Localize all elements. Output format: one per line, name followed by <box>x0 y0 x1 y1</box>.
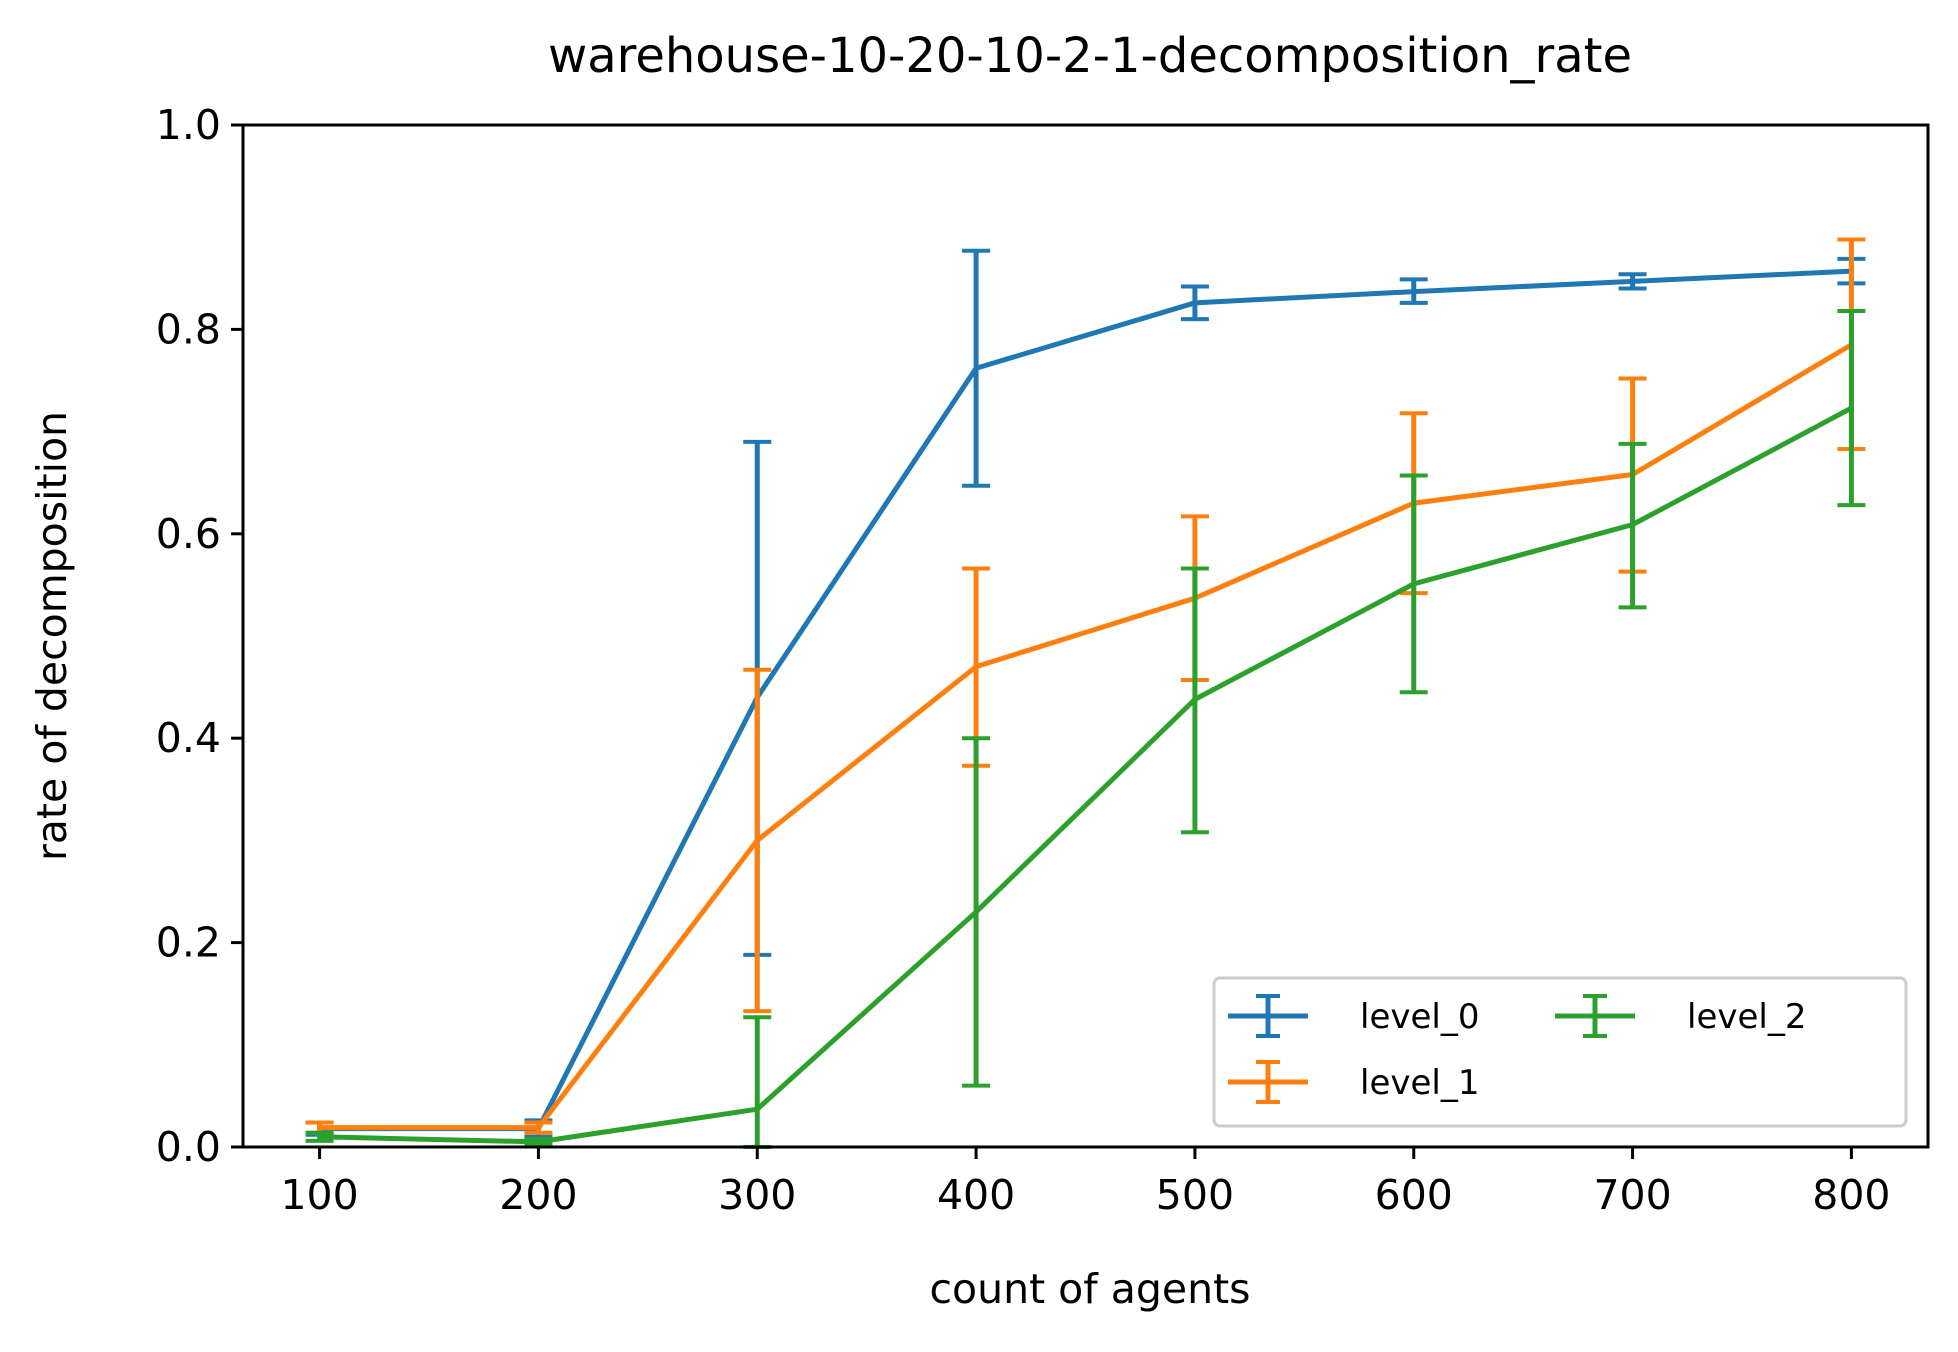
series-line-level_1 <box>319 342 1853 1131</box>
x-tick-label: 100 <box>280 1171 358 1219</box>
data-point-level_2-500 <box>1192 696 1198 702</box>
x-tick-label: 700 <box>1593 1171 1671 1219</box>
y-tick-label: 0.2 <box>156 919 221 967</box>
series-line-level_2 <box>319 405 1853 1145</box>
legend-label-level_1: level_1 <box>1360 1063 1479 1103</box>
legend-box <box>1212 976 1908 1128</box>
data-point-level_0-700 <box>1630 278 1636 284</box>
x-axis-label: count of agents <box>929 1265 1250 1313</box>
y-tick-label: 0.4 <box>156 714 221 762</box>
data-point-level_2-200 <box>535 1139 541 1145</box>
plot-frame <box>241 123 1930 1149</box>
x-tick-label: 200 <box>499 1171 577 1219</box>
legend-label-level_0: level_0 <box>1360 997 1479 1037</box>
x-tick-label: 600 <box>1375 1171 1453 1219</box>
chart-title: warehouse-10-20-10-2-1-decomposition_rat… <box>548 28 1632 84</box>
data-point-level_0-400 <box>973 365 979 371</box>
legend-label-level_2: level_2 <box>1687 997 1806 1037</box>
data-point-level_1-100 <box>317 1125 323 1131</box>
series-level_2 <box>305 309 1866 1149</box>
plot-area <box>305 237 1866 1149</box>
y-tick-label: 0.6 <box>156 510 221 558</box>
data-point-level_2-100 <box>317 1134 323 1140</box>
data-point-level_0-500 <box>1192 300 1198 306</box>
data-point-level_2-600 <box>1411 581 1417 587</box>
data-point-level_2-700 <box>1630 522 1636 528</box>
y-axis-label: rate of decomposition <box>28 411 76 861</box>
data-point-level_1-300 <box>754 837 760 843</box>
y-tick-label: 0.0 <box>156 1123 221 1171</box>
y-tick-label: 1.0 <box>156 101 221 149</box>
x-tick-label: 800 <box>1812 1171 1890 1219</box>
axis-ticks: 100 200 300 400 500 600 700 800 0.0 0.2 0.4 0.6 0.8 1… <box>156 101 1891 1219</box>
data-point-level_1-200 <box>535 1125 541 1131</box>
y-tick-label: 0.8 <box>156 305 221 353</box>
data-point-level_0-600 <box>1411 289 1417 295</box>
data-point-level_2-300 <box>754 1106 760 1112</box>
x-tick-label: 400 <box>937 1171 1015 1219</box>
x-tick-label: 500 <box>1156 1171 1234 1219</box>
data-point-level_2-400 <box>973 909 979 915</box>
data-point-level_1-400 <box>973 664 979 670</box>
legend: level_0 level_1 level_2 <box>1212 976 1908 1128</box>
data-point-level_2-800 <box>1848 405 1854 411</box>
x-tick-label: 300 <box>718 1171 796 1219</box>
series-line-level_0 <box>319 268 1852 1132</box>
